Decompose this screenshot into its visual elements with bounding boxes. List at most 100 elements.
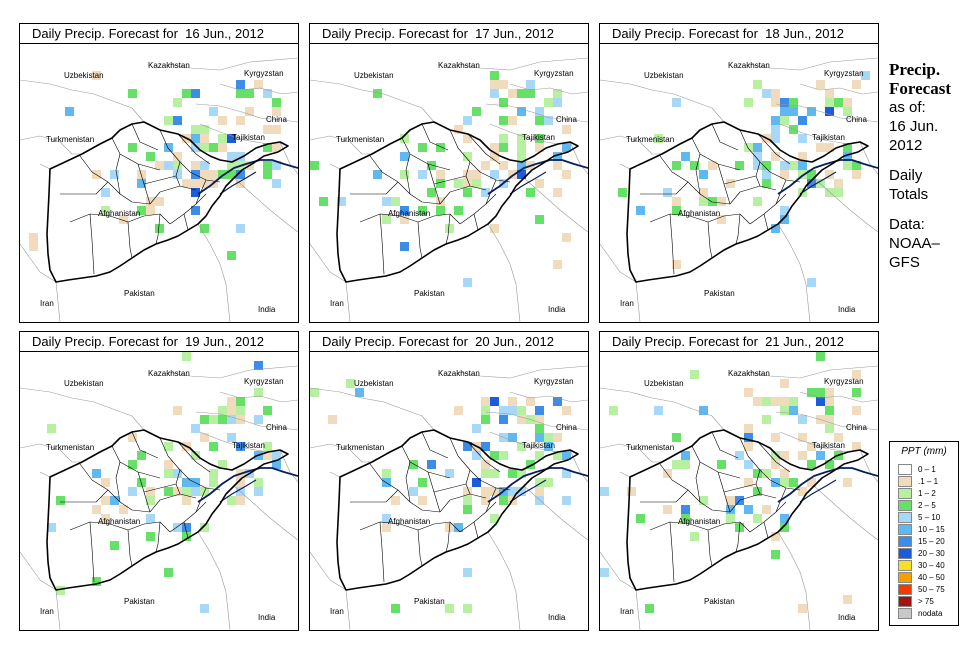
forecast-panel-3: Daily Precip. Forecast for 19 Jun., 2012… xyxy=(19,331,299,631)
precip-cell xyxy=(825,188,834,197)
province-border xyxy=(449,437,481,481)
precip-cell xyxy=(726,179,735,188)
precip-cell xyxy=(753,397,762,406)
province-border xyxy=(757,133,791,165)
country-border xyxy=(813,177,878,233)
province-border xyxy=(439,493,487,513)
precip-cell xyxy=(418,143,427,152)
precip-cell xyxy=(427,188,436,197)
precip-map: Kazakhstan Kyrgyzstan Uzbekistan China Turkm… xyxy=(310,44,588,322)
precip-cell xyxy=(753,197,762,206)
precip-cell xyxy=(164,487,173,496)
precip-cell xyxy=(481,415,490,424)
precip-cell xyxy=(562,406,571,415)
country-label-china: China xyxy=(266,423,287,432)
precip-cell xyxy=(418,170,427,179)
province-border xyxy=(473,521,479,539)
precip-cell xyxy=(825,397,834,406)
precip-cell xyxy=(535,116,544,125)
precip-cell xyxy=(263,89,272,98)
precip-cell xyxy=(663,469,672,478)
province-border xyxy=(739,437,771,481)
province-border xyxy=(660,181,689,195)
precip-cell xyxy=(807,179,816,188)
precip-cell xyxy=(789,478,798,487)
precip-cell xyxy=(553,397,562,406)
precip-cell xyxy=(544,478,553,487)
precip-cell xyxy=(499,98,508,107)
precip-cell xyxy=(499,406,508,415)
precip-cell xyxy=(490,71,499,80)
province-border xyxy=(79,463,109,491)
precip-cell xyxy=(463,188,472,197)
precip-cell xyxy=(155,161,164,170)
precip-cell xyxy=(553,451,562,460)
precip-cell xyxy=(508,397,517,406)
country-label-afghanistan: Afghanistan xyxy=(388,517,430,526)
precip-cell xyxy=(780,170,789,179)
country-border xyxy=(20,79,145,123)
country-label-iran: Iran xyxy=(620,607,634,616)
precip-cell xyxy=(490,170,499,179)
precip-cell xyxy=(526,397,535,406)
precip-cell xyxy=(101,514,110,523)
precip-cell xyxy=(481,469,490,478)
precip-cell xyxy=(843,595,852,604)
country-label-kazakhstan: Kazakhstan xyxy=(438,61,480,70)
precip-cell xyxy=(690,161,699,170)
precip-cell xyxy=(699,197,708,206)
country-border xyxy=(600,551,637,591)
precip-cell xyxy=(254,415,263,424)
precip-cell xyxy=(636,514,645,523)
country-border xyxy=(799,391,878,403)
precip-cell xyxy=(382,215,391,224)
totals-2: Totals xyxy=(889,186,929,203)
precip-cell xyxy=(744,424,753,433)
precip-cell xyxy=(263,442,272,451)
precip-cell xyxy=(463,170,472,179)
country-label-turkmenistan: Turkmenistan xyxy=(626,443,674,452)
country-border xyxy=(197,223,231,322)
precip-cell xyxy=(263,170,272,179)
precip-cell xyxy=(825,415,834,424)
precip-cell xyxy=(717,197,726,206)
precip-cell xyxy=(744,98,753,107)
precip-cell xyxy=(218,415,227,424)
legend-item: 10 – 15 xyxy=(898,524,958,535)
precip-cell xyxy=(535,179,544,188)
precip-cell xyxy=(816,388,825,397)
precip-cell xyxy=(29,233,38,242)
precip-cell xyxy=(553,161,562,170)
precip-cell xyxy=(771,125,780,134)
map-canvas: Kazakhstan Kyrgyzstan Uzbekistan China Turkm… xyxy=(600,352,878,630)
precip-cell xyxy=(463,442,472,451)
precip-cell xyxy=(146,532,155,541)
country-label-afghanistan: Afghanistan xyxy=(678,209,720,218)
legend-item: 20 – 30 xyxy=(898,548,958,559)
precip-cell xyxy=(382,523,391,532)
precip-cell xyxy=(798,433,807,442)
precip-cell xyxy=(218,134,227,143)
legend-label: 0 – 1 xyxy=(918,465,936,474)
precip-cell xyxy=(182,478,191,487)
precip-cell xyxy=(681,152,690,161)
precip-cell xyxy=(508,170,517,179)
province-border xyxy=(107,489,151,513)
precip-cell xyxy=(490,89,499,98)
precip-cell xyxy=(816,143,825,152)
province-border xyxy=(417,221,423,259)
precip-cell xyxy=(173,487,182,496)
province-border xyxy=(69,213,129,223)
precip-cell xyxy=(227,397,236,406)
precip-cell xyxy=(852,442,861,451)
precip-cell xyxy=(209,415,218,424)
country-border xyxy=(813,485,878,541)
legend-label: .1 – 1 xyxy=(918,477,939,486)
province-border xyxy=(183,213,189,231)
precip-cell xyxy=(463,568,472,577)
precip-cell xyxy=(263,406,272,415)
precip-cell xyxy=(400,215,409,224)
legend-swatch xyxy=(898,560,912,571)
precip-cell xyxy=(191,89,200,98)
precip-cell xyxy=(517,134,526,143)
